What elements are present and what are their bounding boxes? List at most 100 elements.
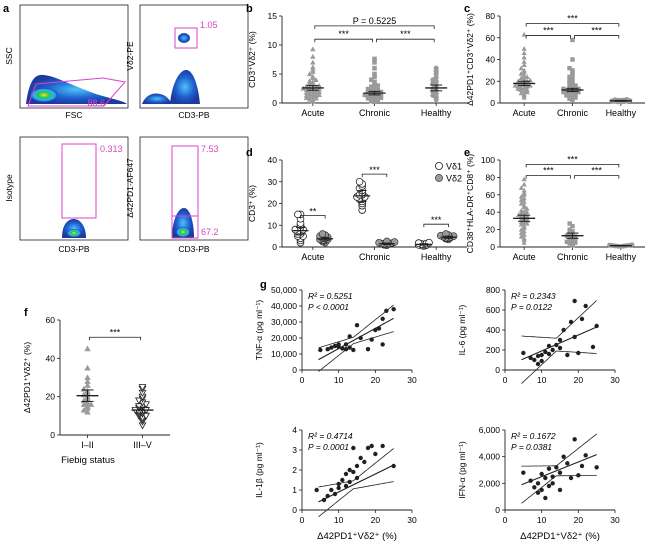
data-point: [351, 347, 356, 353]
data-point: [629, 242, 635, 248]
data-point: [524, 87, 530, 93]
g-xlabel-left: Δ42PD1⁺Vδ2⁺ (%): [317, 531, 397, 542]
confidence-band-upper: [521, 433, 597, 467]
significance-bracket: [423, 223, 449, 228]
data-point: [336, 481, 341, 487]
data-point: [365, 347, 371, 352]
data-point: [375, 87, 380, 93]
data-point: [316, 82, 322, 88]
panel-a: a 88.6 SSC FSC 1.05 Vδ2-PE CD3-PB: [3, 3, 249, 254]
data-point: [565, 352, 570, 358]
data-point: [358, 335, 363, 341]
data-point: [365, 86, 371, 92]
x-tick-label: Healthy: [421, 252, 452, 262]
chart-f: f 0 20 40 60 I–II III–V Δ42PD1⁺Vδ2⁺ (%) ***: [22, 307, 170, 450]
data-point: [355, 177, 364, 186]
data-point: [567, 84, 572, 89]
data-point: [535, 361, 541, 367]
legend-label: Vδ2: [446, 174, 462, 184]
data-point: [521, 195, 527, 201]
data-point: [543, 475, 548, 481]
gate-value: 0.313: [100, 144, 123, 154]
stat-label: R² = 0.1672: [511, 431, 556, 441]
stat-label: P < 0.0001: [308, 302, 349, 312]
y-axis-label: IL-1β (pg ml⁻¹): [254, 442, 264, 498]
x-tick-label: Acute: [301, 252, 324, 262]
y-tick-label: 0: [490, 98, 495, 108]
data-point: [343, 483, 349, 489]
x-tick-label: I–II: [81, 440, 94, 450]
y-tick-label: 30: [268, 177, 278, 187]
y-tick-label: 0: [272, 98, 277, 108]
x-tick-label: III–V: [133, 440, 152, 450]
significance-label: ***: [369, 165, 380, 175]
data-point: [375, 83, 380, 88]
data-point: [521, 50, 527, 56]
data-point: [369, 77, 374, 83]
y-tick-label: 6,000: [479, 425, 501, 435]
stat-label: R² = 0.5251: [308, 291, 353, 301]
data-point: [557, 470, 563, 475]
y-tick-label: 40: [486, 55, 496, 65]
chart-g-ifna: 0 2,000 4,000 6,000 0 10 20 30 IFN-α (pg ml⁻¹) R²…: [457, 425, 620, 525]
y-tick-label: 40: [486, 207, 496, 217]
data-point: [369, 337, 374, 342]
significance-label: ***: [591, 166, 602, 176]
data-point: [565, 461, 570, 466]
y-tick-label: 800: [486, 285, 500, 295]
y-tick-label: 80: [486, 11, 496, 21]
data-point: [435, 174, 443, 182]
data-point: [321, 497, 327, 503]
data-point: [567, 92, 572, 97]
data-point: [557, 487, 563, 493]
panel-label: g: [260, 279, 267, 291]
data-point: [518, 213, 524, 219]
data-point: [521, 46, 527, 51]
data-point: [135, 397, 143, 405]
confidence-band-lower: [521, 475, 597, 504]
chart-g-il6: 0 200 400 600 800 0 10 20 30 IL-6 (pg ml⁻¹) R² = 0…: [457, 285, 620, 385]
data-point: [518, 230, 524, 236]
y-tick-label: 5: [272, 69, 277, 79]
x-tick-label: Chronic: [359, 252, 391, 262]
x-tick-label: Acute: [513, 108, 536, 118]
data-point: [318, 347, 323, 353]
data-point: [518, 210, 524, 216]
data-point: [372, 56, 377, 62]
y-tick-label: 0: [495, 365, 500, 375]
significance-label: ***: [591, 26, 602, 36]
x-tick-label: 10: [537, 375, 547, 385]
data-point: [554, 342, 559, 348]
data-point: [521, 62, 527, 68]
y-tick-label: 20: [46, 392, 56, 402]
data-point: [84, 403, 91, 409]
data-point: [518, 90, 524, 96]
regression-line: [521, 326, 597, 361]
data-point: [310, 73, 316, 79]
data-point: [316, 89, 322, 95]
flow-ylabel: Δ42PD1-AF647: [125, 158, 135, 218]
x-tick-label: 10: [334, 515, 344, 525]
y-tick-label: 60: [46, 315, 56, 325]
stat-label: R² = 0.4714: [308, 431, 353, 441]
data-point: [570, 80, 575, 85]
data-point: [372, 85, 377, 91]
data-point: [354, 463, 360, 469]
significance-bracket: [525, 163, 620, 168]
data-point: [554, 465, 559, 470]
data-point: [543, 349, 548, 355]
panel-label: c: [464, 3, 470, 15]
data-point: [521, 59, 527, 64]
data-point: [521, 176, 527, 182]
y-tick-label: 100: [481, 155, 495, 165]
data-point: [84, 345, 91, 352]
data-point: [347, 479, 352, 485]
density-hotspot: [176, 227, 190, 237]
data-point: [570, 229, 575, 234]
data-point: [369, 94, 374, 100]
data-point: [576, 350, 581, 356]
data-point: [557, 337, 563, 343]
flow-xlabel: FSC: [66, 110, 83, 120]
data-point: [570, 68, 575, 73]
chart-g-tnf: g 0 10,000 20,000 30,000 40,000 50,000 0 10 20 30 T…: [254, 279, 417, 385]
